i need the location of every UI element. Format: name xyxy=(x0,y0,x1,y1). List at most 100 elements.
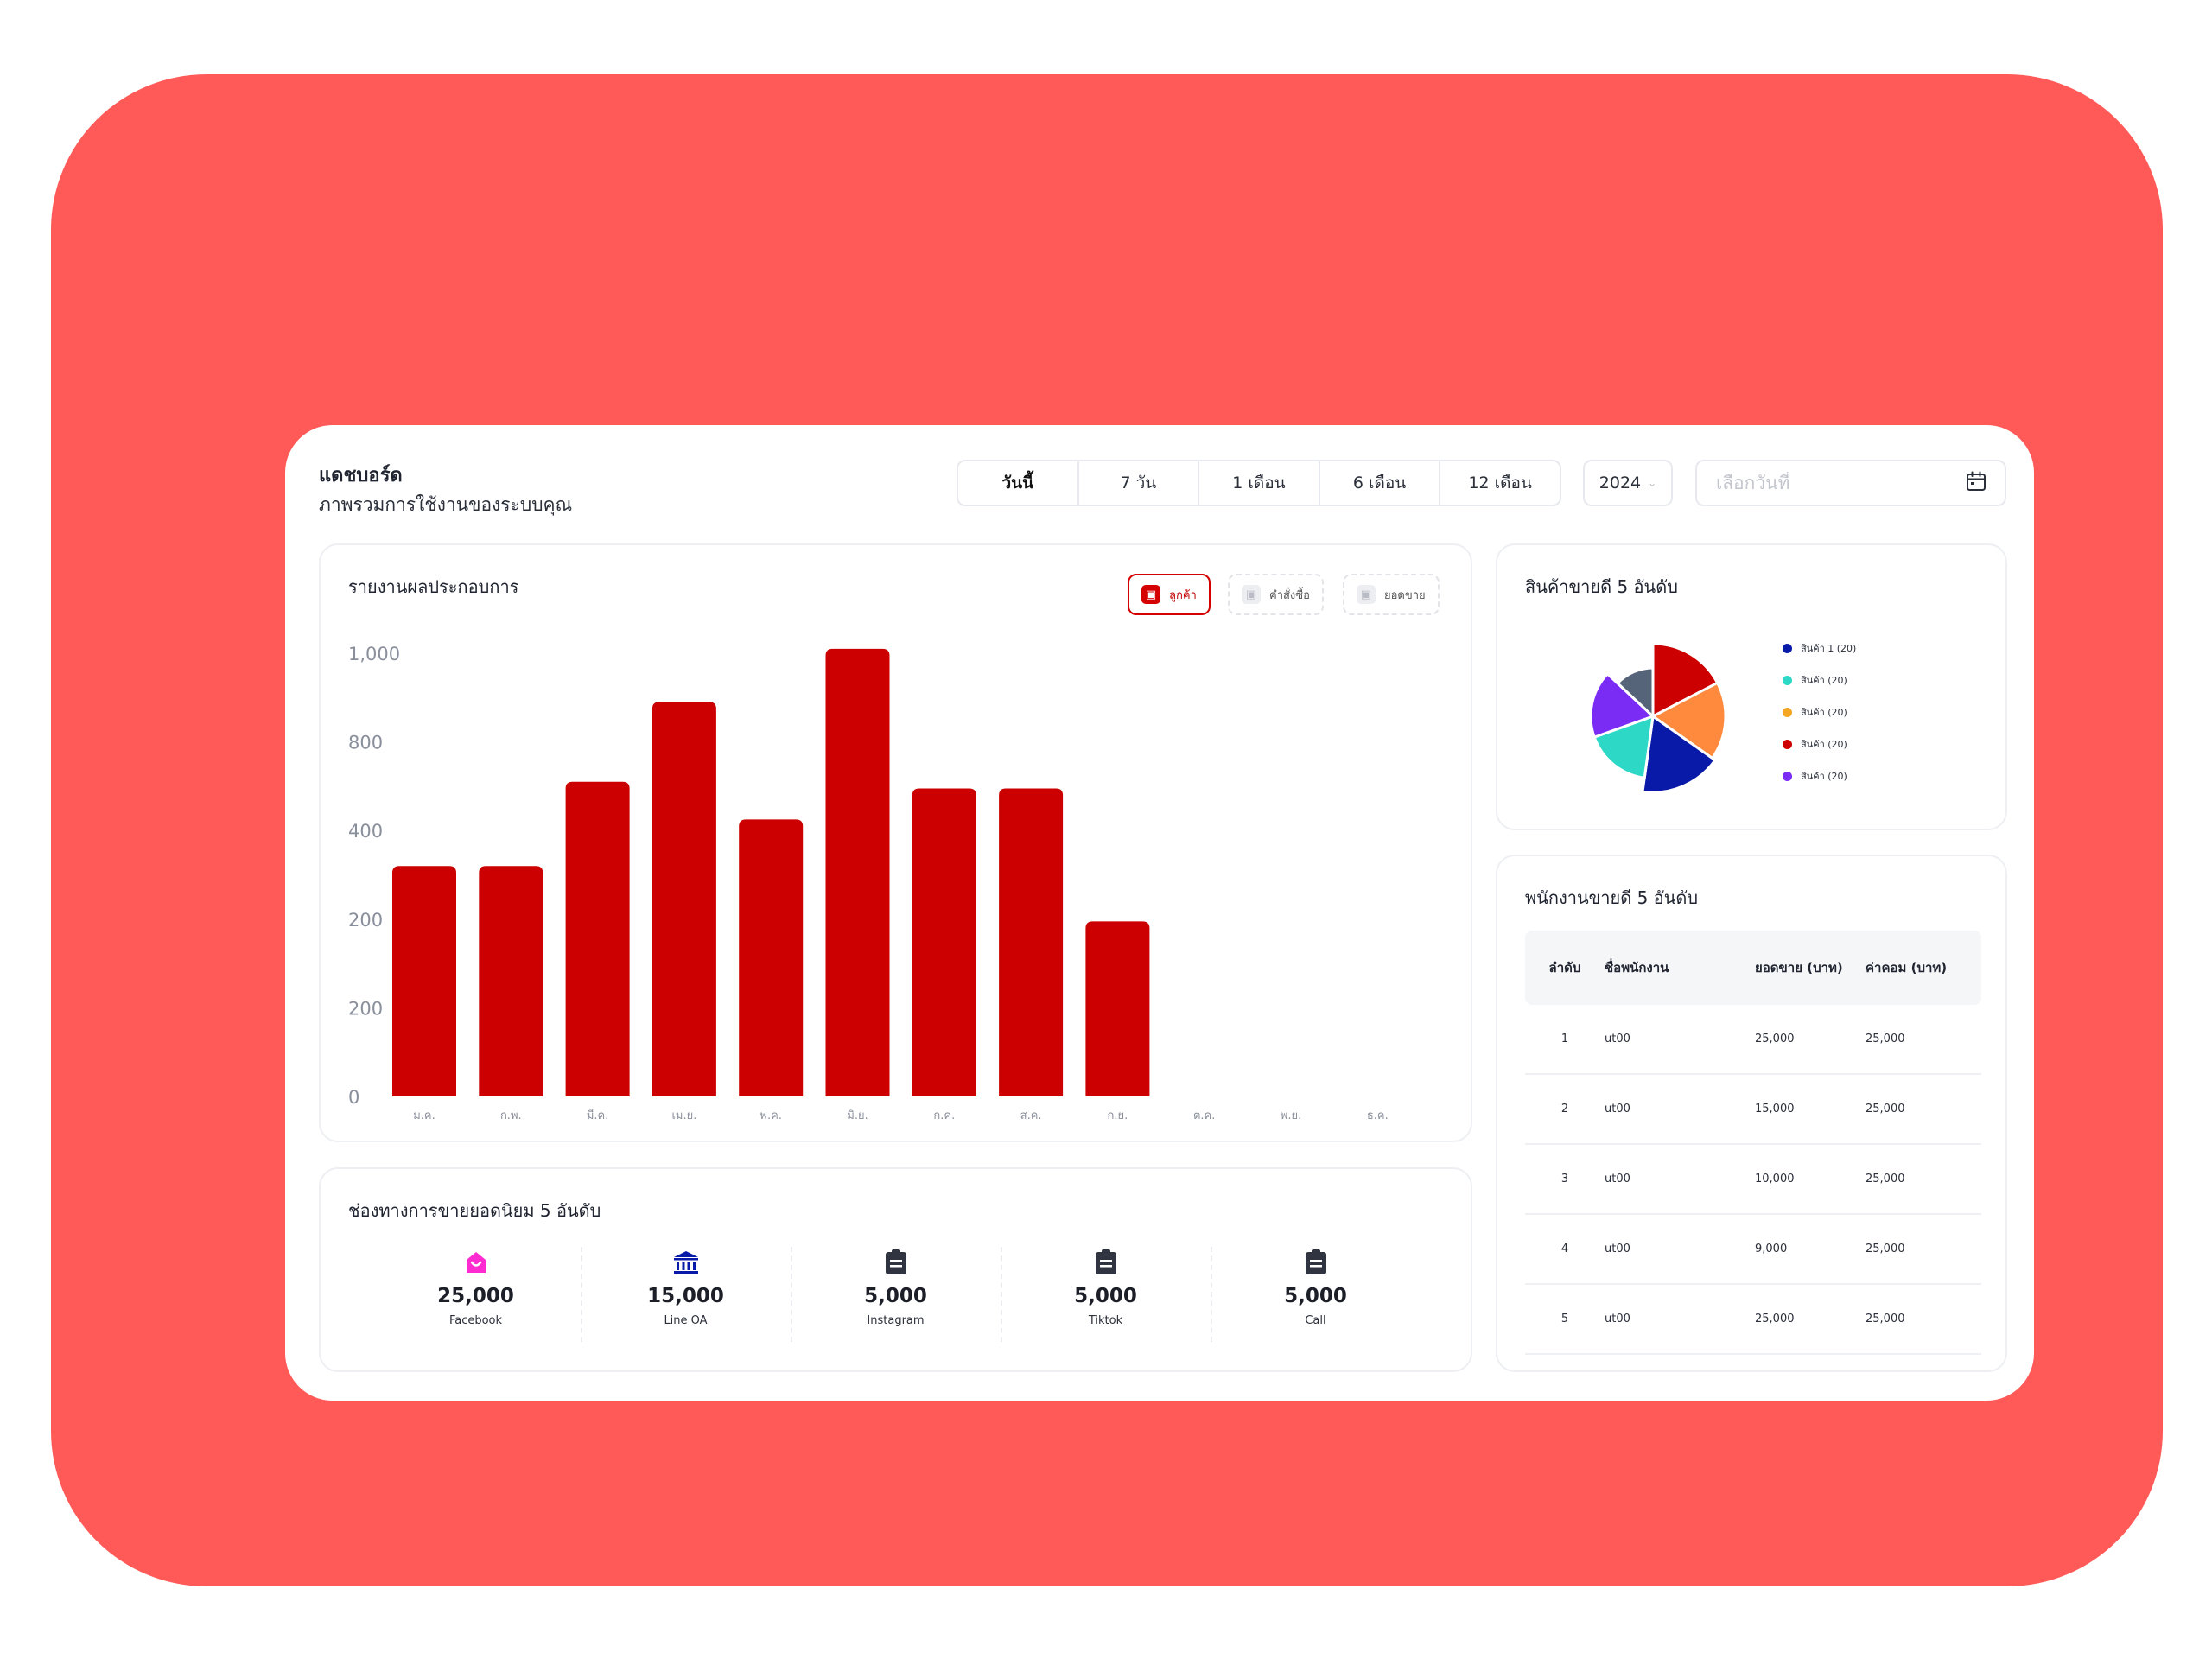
date-range-tabs: วันนี้ 7 วัน 1 เดือน 6 เดือน 12 เดือน xyxy=(957,460,1561,506)
x-tick-label: ต.ค. xyxy=(1193,1109,1215,1122)
table-row: 1 ut00 25,000 25,000 xyxy=(1525,1005,1981,1075)
y-tick-label: 800 xyxy=(348,733,383,753)
page-title: แดชบอร์ด xyxy=(319,465,403,486)
column-header: ยอดขาย (บาท) xyxy=(1755,960,1843,976)
calendar-icon[interactable] xyxy=(1965,470,1987,496)
channel-item: 5,000 Instagram xyxy=(791,1247,1001,1342)
table-cell: 25,000 xyxy=(1866,1173,1905,1185)
x-tick-label: พ.ย. xyxy=(1281,1109,1301,1122)
legend-label: สินค้า (20) xyxy=(1801,739,1847,750)
x-tick-label: ก.ค. xyxy=(933,1109,955,1122)
bar-chart: 0 200 200 400 800 1,000 ม.ค. ก.พ. มี.ค. เม.ย. พ.ค.… xyxy=(348,644,1389,1122)
range-12-months-button[interactable]: 12 เดือน xyxy=(1468,474,1532,493)
table-cell: ut00 xyxy=(1605,1243,1630,1255)
toggle-orders[interactable]: ▣ คำสั่งซื้อ xyxy=(1228,574,1324,615)
channel-value: 5,000 xyxy=(1284,1285,1347,1307)
table-row: 3 ut00 10,000 25,000 xyxy=(1525,1145,1981,1215)
table-cell: 4 xyxy=(1560,1243,1569,1255)
pie-slice[interactable] xyxy=(1589,671,1656,740)
bar[interactable] xyxy=(565,781,630,1096)
legend-item: สินค้า (20) xyxy=(1783,702,1856,721)
year-value: 2024 xyxy=(1599,474,1642,493)
channel-value: 5,000 xyxy=(1074,1285,1137,1307)
range-today-button[interactable]: วันนี้ xyxy=(958,461,1079,505)
pie-slice[interactable] xyxy=(1615,666,1655,720)
bar[interactable] xyxy=(479,866,543,1096)
y-tick-label: 200 xyxy=(348,998,383,1019)
channel-list: 25,000 Facebook xyxy=(321,1247,1471,1342)
clipboard-icon xyxy=(1095,1247,1117,1278)
pie-slice[interactable] xyxy=(1641,714,1717,794)
y-tick-label: 0 xyxy=(348,1087,359,1108)
table-cell: 25,000 xyxy=(1866,1243,1905,1255)
channel-label: Tiktok xyxy=(1088,1314,1123,1327)
shop-icon xyxy=(463,1247,489,1278)
table-cell: 1 xyxy=(1560,1033,1569,1046)
table-row: 5 ut00 25,000 25,000 xyxy=(1525,1285,1981,1355)
bank-icon xyxy=(672,1247,700,1278)
legend-dot xyxy=(1783,707,1792,717)
table-cell: 5 xyxy=(1560,1313,1569,1325)
top-staff-title: พนักงานขายดี 5 อันดับ xyxy=(1525,887,1699,908)
y-tick-label: 200 xyxy=(348,910,383,931)
bar[interactable] xyxy=(652,702,716,1096)
legend-dot xyxy=(1783,643,1792,653)
channel-label: Facebook xyxy=(448,1314,503,1327)
range-7-days-button[interactable]: 7 วัน xyxy=(1079,461,1200,505)
toggle-customers-label: ลูกค้า xyxy=(1169,588,1197,602)
channel-item: 5,000 Call xyxy=(1211,1247,1421,1342)
table-cell: ut00 xyxy=(1605,1033,1630,1046)
channel-item: 5,000 Tiktok xyxy=(1001,1247,1211,1342)
legend-dot xyxy=(1783,739,1792,749)
legend-item: สินค้า 1 (20) xyxy=(1783,639,1856,658)
legend-item: สินค้า (20) xyxy=(1783,766,1856,785)
clipboard-icon xyxy=(885,1247,907,1278)
table-cell: 9,000 xyxy=(1755,1243,1788,1255)
channel-value: 25,000 xyxy=(437,1285,514,1307)
toggle-sales[interactable]: ▣ ยอดขาย xyxy=(1343,574,1440,615)
table-cell: 25,000 xyxy=(1866,1033,1905,1046)
channel-item: 25,000 Facebook xyxy=(371,1247,581,1327)
table-cell: ut00 xyxy=(1605,1103,1630,1116)
x-tick-label: ม.ค. xyxy=(413,1109,435,1122)
year-select[interactable]: 2024 ⌄ xyxy=(1583,460,1673,506)
legend-dot xyxy=(1783,675,1792,685)
table-cell: 10,000 xyxy=(1755,1173,1795,1185)
table-cell: 25,000 xyxy=(1866,1103,1905,1116)
top-products-title: สินค้าขายดี 5 อันดับ xyxy=(1525,576,1678,597)
pie-slice[interactable] xyxy=(1651,642,1719,719)
legend-item: สินค้า (20) xyxy=(1783,671,1856,690)
range-6-months-button[interactable]: 6 เดือน xyxy=(1320,461,1441,505)
table-cell: 2 xyxy=(1560,1103,1569,1116)
background-frame: แดชบอร์ด ภาพรวมการใช้งานของระบบคุณ วันนี… xyxy=(51,74,2163,1586)
bar[interactable] xyxy=(999,788,1064,1096)
x-tick-label: ธ.ค. xyxy=(1367,1109,1389,1122)
bar[interactable] xyxy=(392,866,456,1096)
date-input[interactable] xyxy=(1714,472,1965,494)
channel-label: Line OA xyxy=(664,1314,708,1327)
bar[interactable] xyxy=(1085,921,1150,1096)
channel-value: 5,000 xyxy=(864,1285,927,1307)
table-row: 4 ut00 9,000 25,000 xyxy=(1525,1215,1981,1285)
bar[interactable] xyxy=(825,648,890,1096)
channel-item: 15,000 Line OA xyxy=(581,1247,791,1342)
toggle-customers[interactable]: ▣ ลูกค้า xyxy=(1128,574,1211,615)
table-cell: 15,000 xyxy=(1755,1103,1795,1116)
table-row: 2 ut00 15,000 25,000 xyxy=(1525,1075,1981,1145)
range-1-month-button[interactable]: 1 เดือน xyxy=(1199,461,1320,505)
pie-slice[interactable] xyxy=(1592,714,1655,780)
staff-table: ลำดับ ชื่อพนักงาน ยอดขาย (บาท) ค่าคอม (บ… xyxy=(1525,931,1981,1355)
bar[interactable] xyxy=(912,788,976,1096)
legend-label: สินค้า 1 (20) xyxy=(1801,643,1857,654)
pie-chart xyxy=(1589,642,1727,794)
y-tick-label: 400 xyxy=(348,821,383,842)
date-picker[interactable] xyxy=(1695,460,2006,506)
pie-slice[interactable] xyxy=(1650,681,1727,760)
x-tick-label: มิ.ย. xyxy=(847,1109,868,1122)
legend-label: สินค้า (20) xyxy=(1801,675,1847,686)
table-cell: ut00 xyxy=(1605,1313,1630,1325)
bar[interactable] xyxy=(739,819,804,1096)
y-tick-label: 1,000 xyxy=(348,644,400,664)
top-staff-card: พนักงานขายดี 5 อันดับ ลำดับ ชื่อพนักงาน … xyxy=(1496,855,2007,1372)
x-tick-label: พ.ค. xyxy=(760,1109,782,1122)
